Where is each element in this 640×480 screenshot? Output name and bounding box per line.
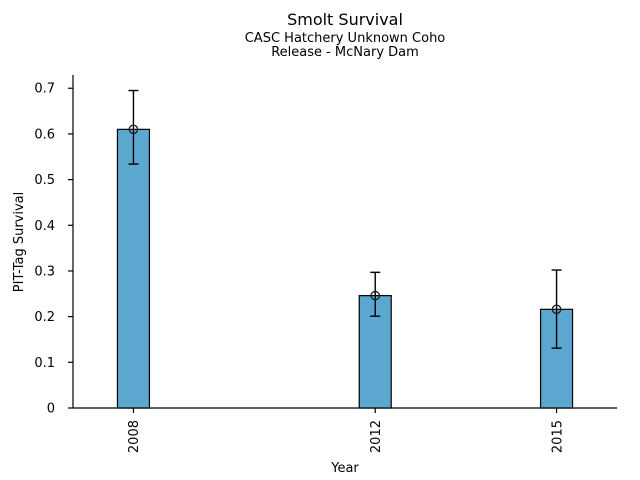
y-tick-label: 0.1 xyxy=(34,356,55,371)
y-tick-label: 0.5 xyxy=(34,173,55,188)
x-axis-label: Year xyxy=(331,461,359,476)
chart-subtitle-line-1: CASC Hatchery Unknown Coho xyxy=(244,31,446,46)
chart-title: Smolt Survival xyxy=(287,10,403,29)
y-tick-label: 0.6 xyxy=(34,127,55,142)
point-marker xyxy=(551,304,562,315)
y-tick-label: 0.4 xyxy=(34,219,55,234)
y-tick-label: 0.2 xyxy=(34,310,55,325)
chart-subtitle-line-2: Release - McNary Dam xyxy=(271,45,419,60)
y-tick-label: 0.3 xyxy=(34,264,55,279)
bar-2008 xyxy=(116,128,151,409)
y-tick-label: 0 xyxy=(47,402,55,417)
point-marker xyxy=(370,290,381,301)
y-axis-label: PIT-Tag Survival xyxy=(12,192,27,292)
y-tick-label: 0.7 xyxy=(34,82,55,97)
point-marker xyxy=(128,124,139,135)
x-tick-label: 2015 xyxy=(550,420,565,453)
x-tick-label: 2012 xyxy=(369,420,384,453)
x-tick-label: 2008 xyxy=(127,420,142,453)
